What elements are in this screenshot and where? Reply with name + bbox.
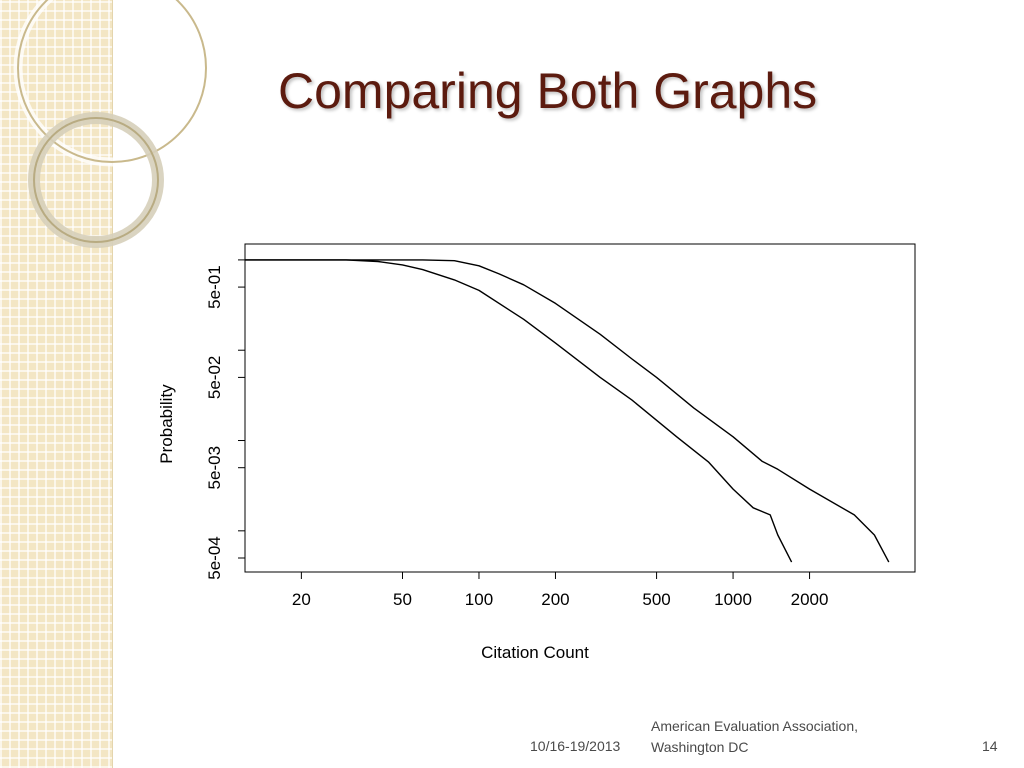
x-tick-label: 1000: [714, 590, 752, 609]
footer-organization: American Evaluation Association, Washing…: [651, 716, 901, 758]
y-tick-label: 5e-04: [205, 536, 224, 579]
ccdf-chart: 20 50 100 200 500 1000 2000 5e-045e-035e-025e-…: [157, 243, 916, 662]
plot-frame: [244, 243, 916, 573]
x-tick-label: 50: [393, 590, 412, 609]
y-tick-label: 5e-02: [205, 356, 224, 399]
decorative-ring-small-outline: [33, 117, 159, 243]
series-layer: [245, 259, 890, 563]
x-tick-label: 100: [465, 590, 493, 609]
x-axis-label: Citation Count: [481, 643, 589, 662]
decorative-ring-large-outline: [17, 0, 207, 163]
x-tick-label: 500: [642, 590, 670, 609]
y-axis: 5e-04 5e-03 5e-02 5e-01: [205, 259, 245, 580]
decorative-rings: [13, 0, 211, 248]
x-tick-label: 20: [292, 590, 311, 609]
y-tick-label: 5e-03: [205, 446, 224, 489]
series-line-2: [245, 259, 890, 563]
x-tick-label: 200: [541, 590, 569, 609]
slide-title: Comparing Both Graphs: [278, 63, 818, 119]
footer-organization-line1: American Evaluation Association,: [651, 718, 858, 734]
footer-date: 10/16-19/2013: [530, 738, 621, 754]
series-line-1: [245, 259, 793, 563]
footer-organization-line2: Washington DC: [651, 739, 749, 755]
footer-page-number: 14: [982, 738, 998, 754]
x-tick-label: 2000: [791, 590, 829, 609]
y-axis-label: Probability: [157, 384, 176, 464]
y-tick-label: 5e-01: [205, 265, 224, 308]
x-axis: 20 50 100 200 500 1000 2000: [292, 572, 829, 609]
